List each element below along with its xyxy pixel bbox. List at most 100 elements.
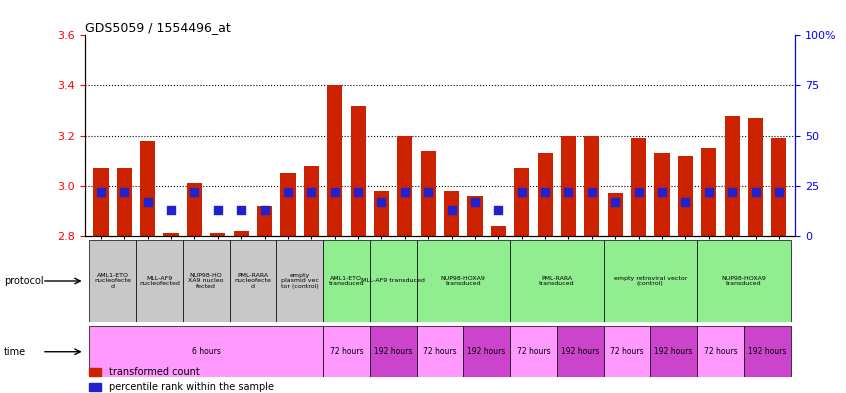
Text: 192 hours: 192 hours — [468, 347, 506, 356]
Point — [118, 189, 131, 195]
Point — [608, 198, 622, 205]
Bar — [651, 326, 697, 377]
Point — [538, 189, 552, 195]
Text: 72 hours: 72 hours — [704, 347, 737, 356]
Bar — [603, 240, 697, 322]
Point — [141, 198, 155, 205]
Bar — [163, 233, 179, 236]
Point — [375, 198, 388, 205]
Bar — [90, 326, 323, 377]
Point — [492, 207, 505, 213]
Point — [562, 189, 575, 195]
Bar — [631, 138, 646, 236]
Point — [328, 189, 342, 195]
Bar — [257, 206, 272, 236]
Point — [234, 207, 248, 213]
Point — [305, 189, 318, 195]
Point — [725, 189, 739, 195]
Bar — [748, 118, 763, 236]
Bar — [585, 136, 600, 236]
Bar — [510, 240, 603, 322]
Bar — [277, 240, 323, 322]
Point — [188, 189, 201, 195]
Text: protocol: protocol — [4, 276, 44, 286]
Text: PML-RARA
nucleofecte
d: PML-RARA nucleofecte d — [234, 273, 272, 289]
Bar — [93, 168, 108, 236]
Bar — [510, 326, 557, 377]
Bar — [467, 196, 482, 236]
Text: 192 hours: 192 hours — [561, 347, 599, 356]
Point — [398, 189, 412, 195]
Text: 192 hours: 192 hours — [374, 347, 412, 356]
Text: 192 hours: 192 hours — [748, 347, 787, 356]
Bar — [398, 136, 413, 236]
Bar — [744, 326, 790, 377]
Point — [678, 198, 692, 205]
Point — [258, 207, 272, 213]
Text: 72 hours: 72 hours — [423, 347, 457, 356]
Bar — [420, 151, 436, 236]
Bar — [561, 136, 576, 236]
Bar — [537, 153, 552, 236]
Bar — [183, 240, 229, 322]
Legend: transformed count, percentile rank within the sample: transformed count, percentile rank withi… — [90, 367, 274, 392]
Bar — [607, 193, 623, 236]
Point — [445, 207, 459, 213]
Text: 72 hours: 72 hours — [517, 347, 550, 356]
Point — [515, 189, 529, 195]
Bar — [724, 116, 739, 236]
Bar — [90, 240, 136, 322]
Text: time: time — [4, 347, 26, 357]
Bar — [136, 240, 183, 322]
Bar — [327, 85, 343, 236]
Bar — [444, 191, 459, 236]
Bar — [772, 138, 787, 236]
Text: PML-RARA
transduced: PML-RARA transduced — [539, 275, 574, 286]
Text: GDS5059 / 1554496_at: GDS5059 / 1554496_at — [85, 21, 230, 34]
Point — [351, 189, 365, 195]
Point — [211, 207, 224, 213]
Text: 72 hours: 72 hours — [610, 347, 644, 356]
Bar — [416, 240, 510, 322]
Bar — [323, 240, 370, 322]
Point — [749, 189, 762, 195]
Bar — [370, 240, 416, 322]
Bar — [187, 183, 202, 236]
Text: empty
plasmid vec
tor (control): empty plasmid vec tor (control) — [281, 273, 319, 289]
Text: AML1-ETO
transduced: AML1-ETO transduced — [328, 275, 365, 286]
Text: 6 hours: 6 hours — [192, 347, 221, 356]
Bar — [280, 173, 295, 236]
Text: NUP98-HOXA9
transduced: NUP98-HOXA9 transduced — [722, 275, 766, 286]
Bar — [211, 233, 225, 236]
Bar — [350, 105, 365, 236]
Bar — [701, 148, 717, 236]
Bar — [117, 168, 132, 236]
Text: MLL-AF9 transduced: MLL-AF9 transduced — [361, 279, 425, 283]
Bar — [655, 153, 669, 236]
Bar — [416, 326, 464, 377]
Bar — [464, 326, 510, 377]
Point — [164, 207, 178, 213]
Bar — [229, 240, 277, 322]
Text: NUP98-HOXA9
transduced: NUP98-HOXA9 transduced — [441, 275, 486, 286]
Text: 192 hours: 192 hours — [655, 347, 693, 356]
Bar — [491, 226, 506, 236]
Bar — [233, 231, 249, 236]
Bar — [678, 156, 693, 236]
Point — [94, 189, 107, 195]
Bar — [603, 326, 651, 377]
Bar — [557, 326, 603, 377]
Bar — [374, 191, 389, 236]
Point — [632, 189, 645, 195]
Point — [281, 189, 294, 195]
Bar — [697, 240, 790, 322]
Bar — [697, 326, 744, 377]
Point — [585, 189, 599, 195]
Bar — [323, 326, 370, 377]
Text: empty retroviral vector
(control): empty retroviral vector (control) — [613, 275, 687, 286]
Point — [655, 189, 668, 195]
Text: MLL-AF9
nucleofected: MLL-AF9 nucleofected — [139, 275, 180, 286]
Bar — [514, 168, 530, 236]
Bar — [304, 165, 319, 236]
Text: NUP98-HO
XA9 nucleo
fected: NUP98-HO XA9 nucleo fected — [189, 273, 224, 289]
